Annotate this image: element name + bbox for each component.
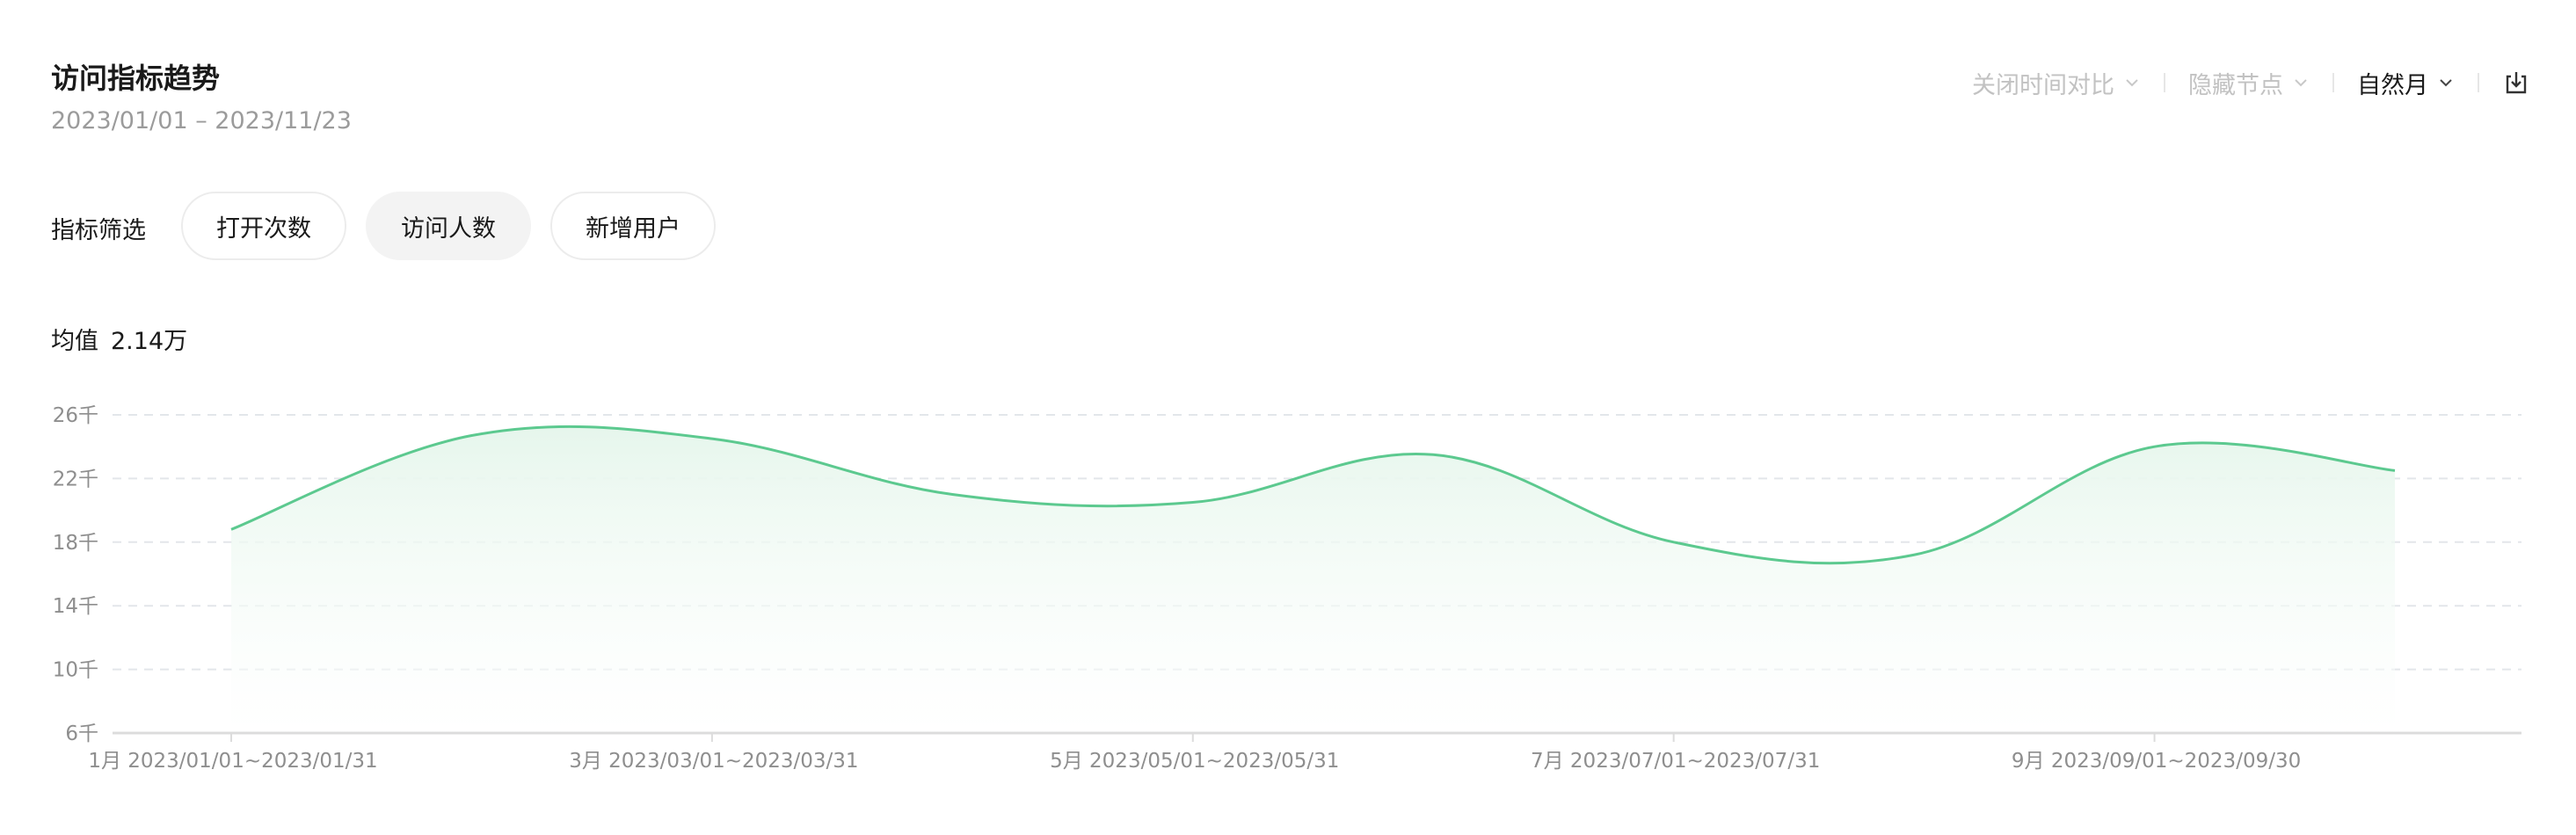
period-dropdown[interactable]: 自然月 <box>2347 66 2465 100</box>
chip-new-users[interactable]: 新增用户 <box>550 192 716 260</box>
data-point <box>1190 500 1196 505</box>
y-tick-label: 14千 <box>53 595 98 618</box>
x-tick-label: 3月 2023/03/01~2023/03/31 <box>569 750 858 773</box>
chevron-down-icon <box>2440 79 2452 87</box>
y-tick-label: 6千 <box>65 722 98 745</box>
time-compare-label: 关闭时间对比 <box>1972 71 2114 99</box>
page-title: 访问指标趋势 <box>51 62 221 95</box>
trend-area-chart: 6千 10千 14千 18千 22千 26千 1月 2023/01/01~2023/01/3… <box>53 404 2521 773</box>
data-point <box>2392 468 2398 473</box>
metric-filter-label: 指标筛选 <box>51 217 146 244</box>
series-area <box>231 426 2395 733</box>
chart-toolbar: 关闭时间对比 隐藏节点 自然月 <box>1961 63 2530 102</box>
toolbar-divider <box>2478 73 2479 92</box>
hide-nodes-dropdown[interactable]: 隐藏节点 <box>2178 66 2320 100</box>
x-tick-label: 5月 2023/05/01~2023/05/31 <box>1050 750 1339 773</box>
data-point <box>950 492 955 497</box>
y-tick-label: 22千 <box>53 468 98 490</box>
data-point <box>709 436 715 441</box>
data-point <box>469 433 474 439</box>
data-point <box>229 526 234 532</box>
chip-visitors[interactable]: 访问人数 <box>366 192 531 260</box>
hide-nodes-label: 隐藏节点 <box>2188 71 2283 99</box>
x-tick-label: 7月 2023/07/01~2023/07/31 <box>1531 750 1820 773</box>
data-point <box>2152 444 2158 449</box>
metric-filter-chips: 打开次数 访问人数 新增用户 <box>181 192 716 260</box>
y-tick-label: 18千 <box>53 532 98 555</box>
series-line <box>230 425 2396 565</box>
average-label: 均值 <box>51 328 98 355</box>
chip-open-count[interactable]: 打开次数 <box>181 192 346 260</box>
toolbar-divider <box>2164 73 2165 92</box>
chevron-down-icon <box>2295 79 2307 87</box>
chevron-down-icon <box>2126 79 2138 87</box>
x-tick-label: 9月 2023/09/01~2023/09/30 <box>2012 750 2301 773</box>
export-button[interactable] <box>2502 69 2530 97</box>
time-compare-dropdown[interactable]: 关闭时间对比 <box>1961 66 2151 100</box>
x-tick-label: 1月 2023/01/01~2023/01/31 <box>88 750 377 773</box>
data-point <box>1671 540 1677 545</box>
average-value: 2.14万 <box>111 328 188 355</box>
data-point <box>1911 552 1917 557</box>
toolbar-divider <box>2332 73 2334 92</box>
date-range: 2023/01/01 – 2023/11/23 <box>51 107 352 134</box>
period-label: 自然月 <box>2357 71 2428 99</box>
average-summary: 均值 2.14万 <box>51 322 187 356</box>
export-icon <box>2506 72 2527 94</box>
y-tick-label: 26千 <box>53 404 98 427</box>
y-tick-label: 10千 <box>53 659 98 682</box>
data-point <box>1430 452 1436 457</box>
